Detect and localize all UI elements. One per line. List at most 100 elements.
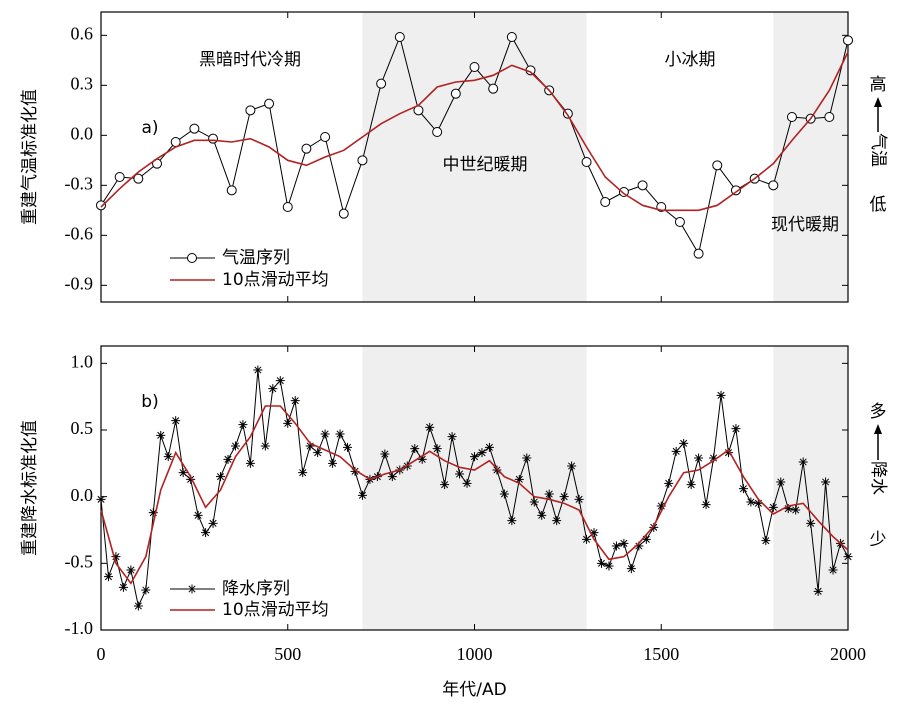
data-point bbox=[507, 516, 517, 526]
y-tick-label: -0.9 bbox=[65, 273, 94, 293]
legend-label: 10点滑动平均 bbox=[222, 600, 329, 620]
data-point bbox=[335, 429, 345, 439]
side-high: 多 bbox=[870, 402, 887, 422]
data-point bbox=[301, 143, 312, 154]
data-point bbox=[305, 441, 315, 451]
data-point bbox=[171, 416, 181, 426]
y-tick-label: 0.0 bbox=[71, 485, 94, 505]
data-point bbox=[410, 444, 420, 454]
data-point bbox=[343, 442, 353, 452]
data-point bbox=[716, 390, 726, 400]
data-point bbox=[574, 494, 584, 504]
data-point bbox=[357, 490, 367, 500]
data-point bbox=[768, 502, 778, 512]
data-point bbox=[417, 454, 427, 464]
data-point bbox=[394, 32, 405, 42]
data-point bbox=[798, 457, 808, 467]
data-point bbox=[189, 123, 200, 134]
shaded-period bbox=[773, 12, 848, 302]
data-point bbox=[776, 477, 786, 487]
y-tick-label: 0.0 bbox=[71, 123, 94, 143]
data-point bbox=[686, 480, 696, 490]
data-point bbox=[604, 561, 614, 571]
side-name: 气温 bbox=[868, 133, 888, 167]
y-axis-label: 重建降水标准化值 bbox=[20, 420, 40, 556]
data-point bbox=[761, 536, 771, 546]
data-point bbox=[96, 200, 106, 211]
data-point bbox=[634, 541, 644, 551]
data-point bbox=[450, 88, 461, 99]
data-point bbox=[462, 478, 472, 488]
data-point bbox=[768, 180, 779, 191]
data-point bbox=[552, 516, 562, 526]
data-point bbox=[589, 528, 599, 538]
data-point bbox=[260, 441, 270, 451]
data-point bbox=[656, 501, 666, 511]
data-point bbox=[111, 552, 121, 562]
x-tick-label: 500 bbox=[274, 644, 301, 664]
annotation: 现代暖期 bbox=[771, 215, 839, 235]
data-point bbox=[275, 376, 285, 386]
data-point bbox=[376, 78, 387, 89]
data-point bbox=[141, 585, 151, 595]
data-point bbox=[253, 365, 263, 375]
data-point bbox=[824, 112, 835, 122]
legend-label: 10点滑动平均 bbox=[222, 270, 329, 290]
y-tick-label: 0.5 bbox=[71, 418, 94, 438]
data-point bbox=[380, 449, 390, 459]
side-arrowhead bbox=[874, 97, 882, 107]
shaded-period bbox=[773, 346, 848, 630]
data-point bbox=[484, 442, 494, 452]
data-point bbox=[178, 468, 188, 478]
data-point bbox=[674, 217, 685, 227]
data-point bbox=[201, 528, 211, 538]
legend-label: 降水序列 bbox=[222, 579, 290, 599]
data-point bbox=[499, 489, 509, 499]
data-point bbox=[320, 132, 331, 142]
y-tick-label: -0.5 bbox=[65, 551, 94, 571]
data-point bbox=[133, 173, 144, 184]
data-point bbox=[806, 518, 816, 528]
data-point bbox=[163, 452, 173, 462]
annotation: 小冰期 bbox=[665, 50, 716, 70]
data-point bbox=[208, 518, 218, 528]
data-point bbox=[843, 35, 853, 46]
y-tick-label: -0.3 bbox=[65, 173, 94, 193]
annotation: a) bbox=[141, 118, 158, 138]
data-point bbox=[223, 454, 233, 464]
data-point bbox=[582, 534, 592, 544]
data-point bbox=[693, 248, 704, 259]
data-point bbox=[186, 474, 196, 484]
data-point bbox=[619, 538, 629, 548]
data-point bbox=[709, 453, 719, 463]
data-point bbox=[216, 472, 226, 482]
data-point bbox=[455, 469, 465, 479]
data-point bbox=[447, 432, 457, 442]
data-point bbox=[118, 582, 128, 592]
y-tick-label: -1.0 bbox=[65, 618, 94, 638]
data-point bbox=[268, 384, 278, 394]
data-point bbox=[350, 466, 360, 476]
annotation: 黑暗时代冷期 bbox=[199, 50, 301, 70]
side-arrowhead bbox=[874, 424, 882, 434]
data-point bbox=[338, 208, 349, 219]
data-point bbox=[148, 508, 158, 518]
x-tick-label: 1000 bbox=[457, 644, 493, 664]
data-point bbox=[537, 510, 547, 520]
y-axis-label: 重建气温标准化值 bbox=[20, 89, 40, 225]
data-point bbox=[114, 172, 125, 182]
data-point bbox=[283, 418, 293, 428]
x-tick-label: 2000 bbox=[830, 644, 866, 664]
x-axis-label: 年代/AD bbox=[442, 680, 506, 700]
data-point bbox=[529, 497, 539, 507]
data-point bbox=[637, 180, 648, 191]
data-point bbox=[581, 157, 592, 167]
data-point bbox=[821, 477, 831, 487]
data-point bbox=[440, 480, 450, 490]
data-point bbox=[544, 489, 554, 499]
data-point bbox=[245, 458, 255, 468]
side-low: 低 bbox=[870, 195, 887, 215]
data-point bbox=[208, 133, 219, 144]
data-point bbox=[664, 478, 674, 488]
